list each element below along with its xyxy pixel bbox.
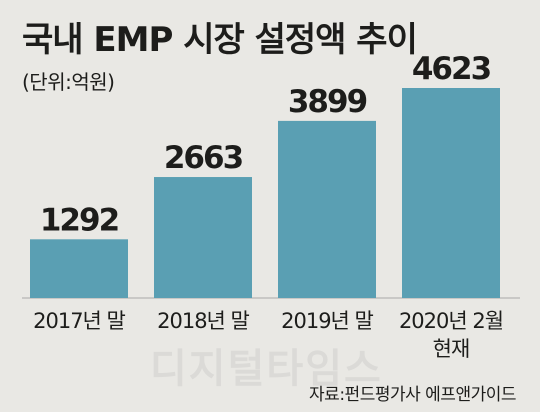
category-label-1: 2018년 말: [157, 309, 249, 333]
value-label-2: 3899: [288, 84, 367, 120]
unit-label: (단위:억원): [22, 70, 115, 94]
value-label-0: 1292: [40, 202, 118, 238]
bar-1: [154, 177, 252, 298]
category-label-3-line1: 현재: [433, 337, 470, 361]
chart-title: 국내 EMP 시장 설정액 추이: [22, 20, 418, 60]
bar-2: [278, 120, 376, 299]
source-note: 자료:펀드평가사 에프앤가이드: [309, 385, 516, 405]
bar-0: [30, 239, 128, 298]
value-label-1: 2663: [164, 140, 243, 176]
bar-3: [402, 88, 500, 298]
category-label-2: 2019년 말: [281, 309, 373, 333]
category-label-0: 2017년 말: [33, 309, 125, 333]
value-label-3: 4623: [412, 51, 491, 87]
watermark: 디지털타임스: [150, 346, 383, 392]
category-label-3: 2020년 2월: [399, 309, 503, 333]
